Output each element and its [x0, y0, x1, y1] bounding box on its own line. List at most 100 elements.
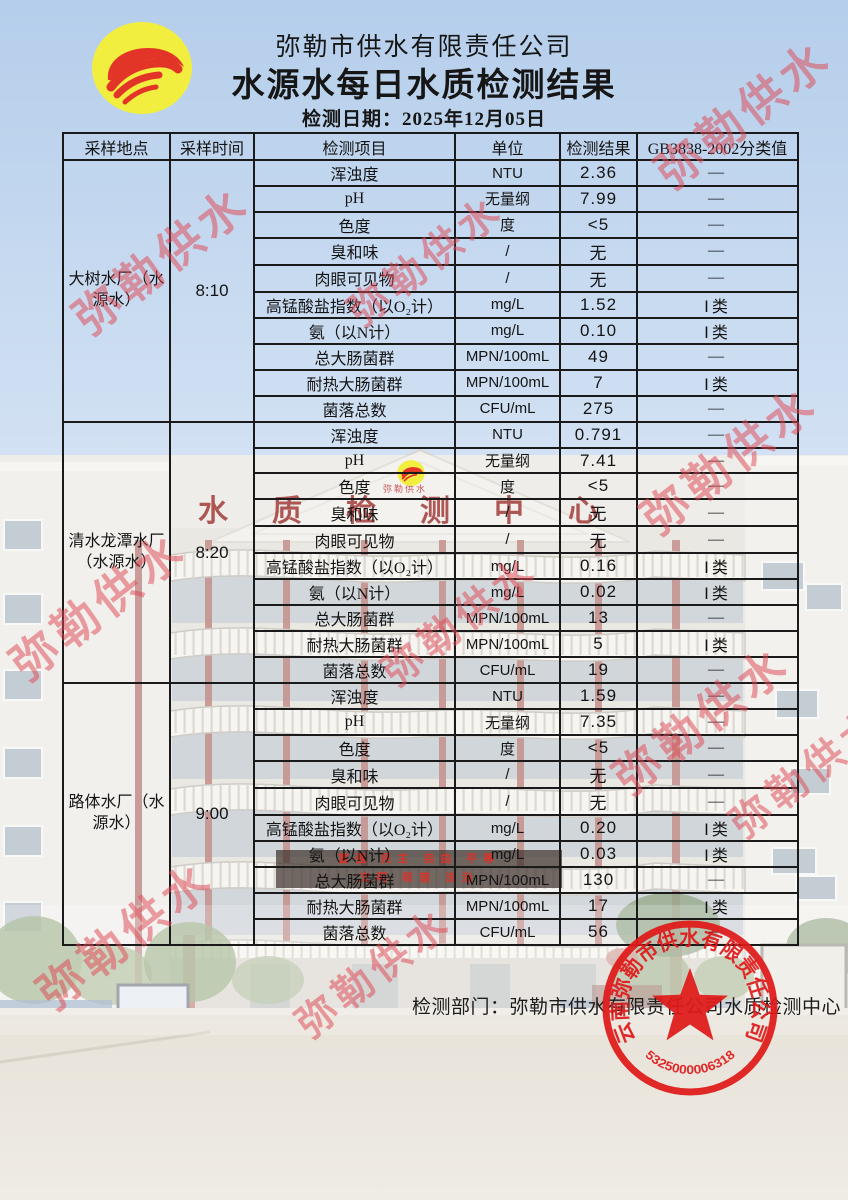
unit-cell: /: [454, 236, 561, 266]
grade-cell: —: [636, 236, 799, 266]
table-row: 臭和味 / 无 —: [63, 236, 799, 266]
col-header-grade: GB3838-2002分类值: [636, 132, 799, 161]
grade-cell: Ⅰ类: [636, 552, 799, 581]
water-quality-table: 采样地点 采样时间 检测项目 单位 检测结果 GB3838-2002分类值 大树…: [62, 132, 799, 947]
unit-cell: 度: [454, 210, 561, 239]
table-row: 总大肠菌群 MPN/100mL 130—: [63, 866, 799, 895]
item-cell: 高锰酸盐指数（以O₂计）: [253, 290, 456, 319]
result-cell: 7.35: [559, 708, 638, 737]
table-row: 高锰酸盐指数（以O₂计） mg/L 0.20 Ⅰ类: [63, 814, 799, 843]
unit-cell: mg/L: [454, 578, 561, 607]
unit-cell: MPN/100mL: [454, 866, 561, 895]
item-cell: 臭和味: [253, 498, 456, 528]
result-cell: 130: [559, 866, 638, 895]
page-title: 水源水每日水质检测结果: [231, 66, 617, 103]
item-cell: 菌落总数: [253, 394, 456, 423]
grade-cell: Ⅰ类: [636, 290, 799, 319]
result-cell: <5: [559, 472, 638, 501]
grade-cell: —: [636, 656, 799, 685]
item-cell: 高锰酸盐指数（以O₂计）: [253, 552, 456, 581]
result-cell: 0.16: [559, 552, 638, 581]
item-cell: 肉眼可见物: [253, 787, 456, 817]
unit-cell: /: [454, 787, 561, 817]
grade-cell: —: [636, 498, 799, 528]
result-cell: 17: [559, 892, 638, 921]
item-cell: 肉眼可见物: [253, 525, 456, 555]
svg-text:5325000006318: 5325000006318: [643, 1047, 738, 1077]
unit-cell: mg/L: [454, 316, 561, 345]
result-cell: 0.02: [559, 578, 638, 607]
col-header-unit: 单位: [454, 132, 561, 161]
table-row: pH 无量纲 7.41—: [63, 446, 799, 475]
result-cell: 无: [559, 498, 638, 528]
seal-star-icon: [652, 968, 728, 1041]
unit-cell: mg/L: [454, 814, 561, 843]
result-cell: 7.99: [559, 185, 638, 213]
unit-cell: /: [454, 498, 561, 528]
grade-cell: —: [636, 604, 799, 633]
table-row: 耐热大肠菌群 MPN/100mL 17 Ⅰ类: [63, 892, 799, 921]
result-cell: 7.41: [559, 446, 638, 475]
item-cell: 浑浊度: [253, 159, 456, 187]
col-header-time: 采样时间: [169, 132, 255, 161]
unit-cell: MPN/100mL: [454, 604, 561, 633]
table-row: 臭和味 / 无 —: [63, 760, 799, 790]
grade-cell: Ⅰ类: [636, 892, 799, 921]
grade-cell: —: [636, 682, 799, 711]
grade-cell: Ⅰ类: [636, 368, 799, 397]
location-cell: 大树水厂（水源水）: [62, 159, 171, 423]
table-row: 氨（以N计） mg/L 0.10 Ⅰ类: [63, 316, 799, 345]
grade-cell: —: [636, 159, 799, 187]
unit-cell: 度: [454, 472, 561, 501]
grade-cell: —: [636, 760, 799, 790]
item-cell: 色度: [253, 472, 456, 501]
table-row: pH 无量纲 7.99—: [63, 185, 799, 213]
result-cell: 19: [559, 656, 638, 685]
grade-cell: —: [636, 525, 799, 555]
item-cell: pH: [253, 708, 456, 737]
result-cell: 无: [559, 787, 638, 817]
grade-cell: —: [636, 185, 799, 213]
unit-cell: 无量纲: [454, 185, 561, 213]
result-cell: 1.59: [559, 682, 638, 711]
unit-cell: NTU: [454, 159, 561, 187]
grade-cell: Ⅰ类: [636, 814, 799, 843]
table-row: 高锰酸盐指数（以O₂计） mg/L 0.16 Ⅰ类: [63, 552, 799, 581]
item-cell: 菌落总数: [253, 918, 456, 947]
grade-cell: Ⅰ类: [636, 578, 799, 607]
table-row: 总大肠菌群 MPN/100mL 49—: [63, 342, 799, 371]
table-row: 氨（以N计） mg/L 0.02 Ⅰ类: [63, 578, 799, 607]
grade-cell: —: [636, 394, 799, 423]
grade-cell: —: [636, 420, 799, 449]
table-row: 色度度 <5—: [63, 210, 799, 239]
result-cell: 0.791: [559, 420, 638, 449]
unit-cell: MPN/100mL: [454, 368, 561, 397]
table-row: 路体水厂（水源水） 9:00 浑浊度 NTU 1.59—: [62, 682, 799, 947]
unit-cell: mg/L: [454, 290, 561, 319]
unit-cell: mg/L: [454, 552, 561, 581]
item-cell: 臭和味: [253, 760, 456, 790]
table-row: 菌落总数 CFU/mL 19—: [63, 656, 799, 685]
table-row: 臭和味 / 无 —: [63, 498, 799, 528]
item-cell: 总大肠菌群: [253, 866, 456, 895]
result-cell: 无: [559, 263, 638, 293]
unit-cell: 无量纲: [454, 446, 561, 475]
item-cell: 色度: [253, 734, 456, 763]
testing-department-line: 检测部门：弥勒市供水有限责任公司水质检测中心: [412, 997, 842, 1018]
result-cell: 无: [559, 236, 638, 266]
grade-cell: —: [636, 866, 799, 895]
result-cell: 0.10: [559, 316, 638, 345]
item-cell: 氨（以N计）: [253, 316, 456, 345]
table-row: 清水龙潭水厂（水源水） 8:20 浑浊度 NTU 0.791—: [62, 420, 799, 685]
item-cell: 氨（以N计）: [253, 578, 456, 607]
item-cell: 肉眼可见物: [253, 263, 456, 293]
grade-cell: —: [636, 210, 799, 239]
table-row: 肉眼可见物 / 无 —: [63, 263, 799, 293]
col-header-item: 检测项目: [253, 132, 456, 161]
time-cell: 8:20: [169, 420, 255, 685]
table-row: 总大肠菌群 MPN/100mL 13—: [63, 604, 799, 633]
result-cell: 7: [559, 368, 638, 397]
grade-cell: Ⅰ类: [636, 316, 799, 345]
result-cell: 275: [559, 394, 638, 423]
result-cell: 49: [559, 342, 638, 371]
